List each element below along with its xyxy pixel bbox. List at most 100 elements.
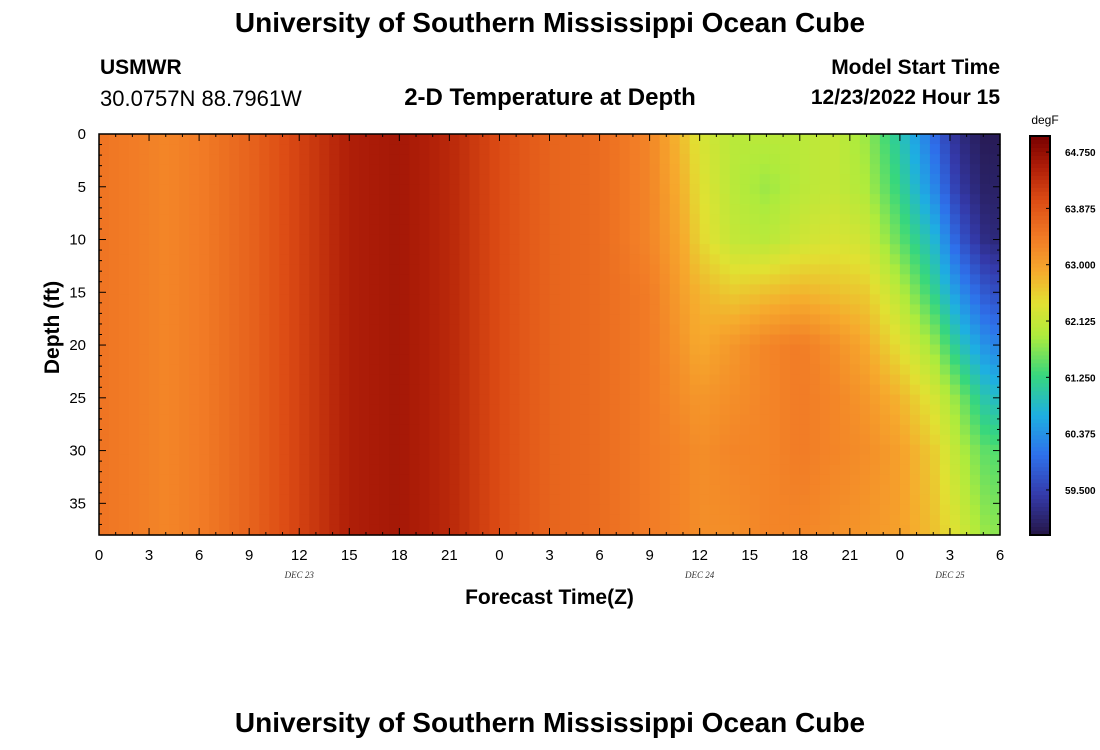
heatmap-cell xyxy=(759,464,771,476)
heatmap-cell xyxy=(879,184,891,195)
heatmap-cell xyxy=(489,464,501,476)
heatmap-cell xyxy=(189,414,200,426)
heatmap-cell xyxy=(119,224,130,235)
heatmap-cell xyxy=(199,464,210,476)
heatmap-cell xyxy=(649,134,661,145)
heatmap-cell xyxy=(479,474,491,486)
colorbar-segment xyxy=(1030,211,1050,217)
heatmap-cell xyxy=(279,264,290,275)
heatmap-cell xyxy=(249,394,260,406)
heatmap-cell xyxy=(349,324,360,336)
heatmap-cell xyxy=(439,214,450,225)
heatmap-cell xyxy=(559,204,571,215)
heatmap-cell xyxy=(749,324,761,336)
heatmap-cell xyxy=(149,394,160,406)
heatmap-cell xyxy=(329,384,340,396)
heatmap-cell xyxy=(629,454,641,466)
heatmap-cell xyxy=(169,384,180,396)
heatmap-cell xyxy=(589,364,601,376)
heatmap-cell xyxy=(909,284,921,296)
heatmap-cell xyxy=(749,304,761,316)
heatmap-cell xyxy=(309,134,320,145)
heatmap-cell xyxy=(229,424,240,436)
heatmap-cell xyxy=(819,154,831,165)
heatmap-cell xyxy=(139,224,150,235)
heatmap-cell xyxy=(549,434,561,446)
heatmap-cell xyxy=(239,404,250,416)
heatmap-cell xyxy=(609,444,621,456)
y-tick-label: 0 xyxy=(78,126,86,143)
heatmap-cell xyxy=(329,164,340,175)
heatmap-cell xyxy=(339,414,350,426)
heatmap-cell xyxy=(699,164,711,175)
heatmap-cell xyxy=(799,214,811,225)
heatmap-cell xyxy=(499,184,511,195)
heatmap-cell xyxy=(609,354,621,366)
heatmap-cell xyxy=(579,324,591,336)
heatmap-cell xyxy=(109,364,120,376)
heatmap-cell xyxy=(609,324,621,336)
heatmap-cell xyxy=(519,474,531,486)
heatmap-cell xyxy=(539,444,551,456)
heatmap-cell xyxy=(929,454,941,466)
heatmap-cell xyxy=(789,424,801,436)
heatmap-cell xyxy=(339,264,350,275)
heatmap-cell xyxy=(729,294,741,306)
heatmap-cell xyxy=(389,204,400,215)
heatmap-cell xyxy=(559,344,571,356)
heatmap-cell xyxy=(769,174,781,185)
heatmap-cell xyxy=(939,444,951,456)
heatmap-cell xyxy=(789,194,801,205)
heatmap-cell xyxy=(929,154,941,165)
colorbar-segment xyxy=(1030,531,1050,536)
heatmap-cell xyxy=(909,304,921,316)
heatmap-cell xyxy=(349,304,360,316)
heatmap-cell xyxy=(699,344,711,356)
heatmap-cell xyxy=(429,424,440,436)
heatmap-cell xyxy=(889,474,901,486)
heatmap-cell xyxy=(499,424,511,436)
heatmap-cell xyxy=(289,514,300,526)
heatmap-cell xyxy=(309,494,320,506)
heatmap-cell xyxy=(469,354,481,366)
colorbar-segment xyxy=(1030,303,1050,309)
heatmap-cell xyxy=(119,204,130,215)
heatmap-cell xyxy=(449,134,460,145)
heatmap-cell xyxy=(209,234,220,245)
heatmap-cell xyxy=(179,464,190,476)
heatmap-cell xyxy=(419,444,430,456)
heatmap-cell xyxy=(289,334,300,346)
heatmap-cell xyxy=(989,164,1001,175)
heatmap-cell xyxy=(319,394,330,406)
heatmap-cell xyxy=(479,334,491,346)
heatmap-cell xyxy=(509,194,521,205)
heatmap-cell xyxy=(919,314,931,326)
heatmap-cell xyxy=(209,524,220,536)
heatmap-cell xyxy=(739,344,751,356)
heatmap-cell xyxy=(329,144,340,155)
heatmap-cell xyxy=(489,374,501,386)
heatmap-cell xyxy=(409,164,420,175)
heatmap-cell xyxy=(179,504,190,516)
heatmap-cell xyxy=(979,244,991,255)
heatmap-cell xyxy=(949,274,961,285)
heatmap-cell xyxy=(839,194,851,205)
heatmap-cell xyxy=(559,364,571,376)
heatmap-cell xyxy=(649,444,661,456)
heatmap-cell xyxy=(259,414,270,426)
heatmap-cell xyxy=(339,494,350,506)
heatmap-cell xyxy=(619,444,631,456)
heatmap-cell xyxy=(579,374,591,386)
heatmap-cell xyxy=(609,154,621,165)
heatmap-cell xyxy=(389,464,400,476)
heatmap-cell xyxy=(239,174,250,185)
heatmap-cell xyxy=(969,284,981,296)
heatmap-cell xyxy=(99,274,110,285)
colorbar-label: 63.000 xyxy=(1065,261,1096,272)
heatmap-cell xyxy=(309,404,320,416)
heatmap-cell xyxy=(199,184,210,195)
heatmap-cell xyxy=(149,524,160,536)
heatmap-cell xyxy=(769,294,781,306)
heatmap-cell xyxy=(589,294,601,306)
heatmap-cell xyxy=(749,294,761,306)
